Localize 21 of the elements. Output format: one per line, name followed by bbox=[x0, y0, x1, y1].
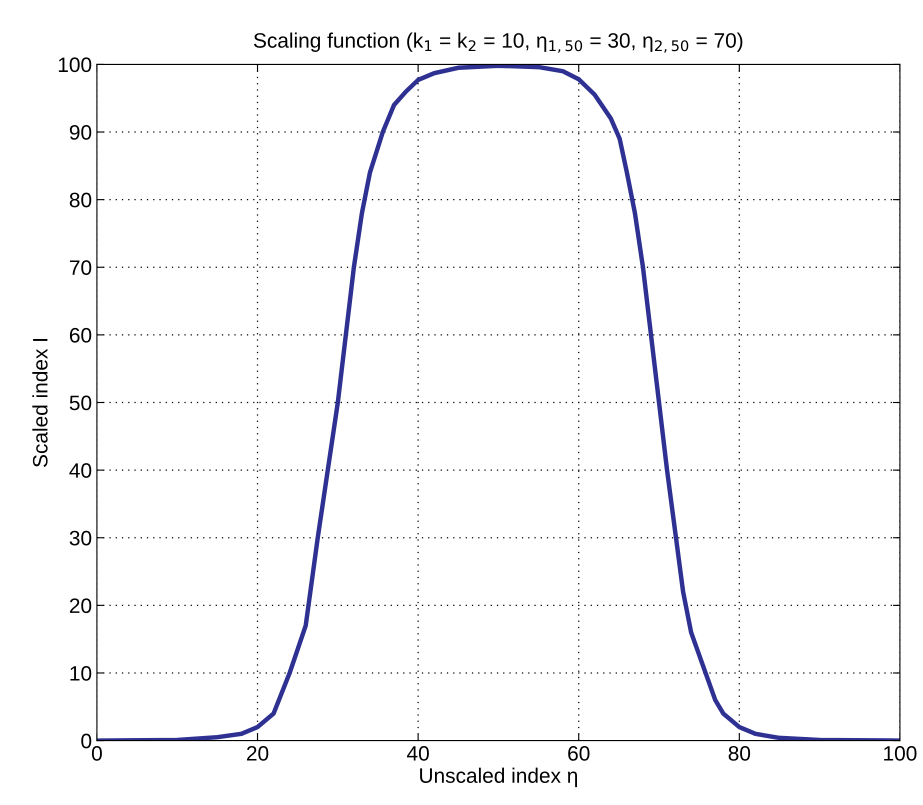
x-tick-label: 100 bbox=[884, 746, 916, 761]
chart-title: Scaling function (k$_{1}$ = k$_{2}$ = 10, η$_{1,50}$ = 30, η$_{2,50}$ = 70) bbox=[254, 32, 742, 53]
x-axis-title: Unscaled index η bbox=[420, 768, 577, 788]
y-tick-label: 80 bbox=[70, 192, 92, 208]
y-tick-label: 10 bbox=[70, 666, 92, 681]
y-axis-title: Scaled index I bbox=[32, 338, 48, 467]
y-tick-label: 60 bbox=[70, 328, 92, 343]
y-tick-label: 100 bbox=[58, 57, 92, 72]
y-tick-label: 40 bbox=[69, 463, 92, 478]
x-tick-label: 60 bbox=[568, 746, 590, 761]
line-series bbox=[96, 64, 900, 741]
y-tick-label: 70 bbox=[70, 260, 92, 276]
x-tick-label: 40 bbox=[407, 746, 429, 761]
x-tick-label: 0 bbox=[92, 746, 102, 761]
y-tick-label: 90 bbox=[70, 125, 92, 140]
x-tick-label: 80 bbox=[728, 746, 750, 761]
x-tick-label: 20 bbox=[246, 746, 268, 761]
y-tick-label: 30 bbox=[70, 530, 92, 546]
y-tick-label: 50 bbox=[70, 396, 92, 410]
y-tick-label: 20 bbox=[70, 598, 92, 614]
y-tick-label: 0 bbox=[81, 734, 92, 748]
